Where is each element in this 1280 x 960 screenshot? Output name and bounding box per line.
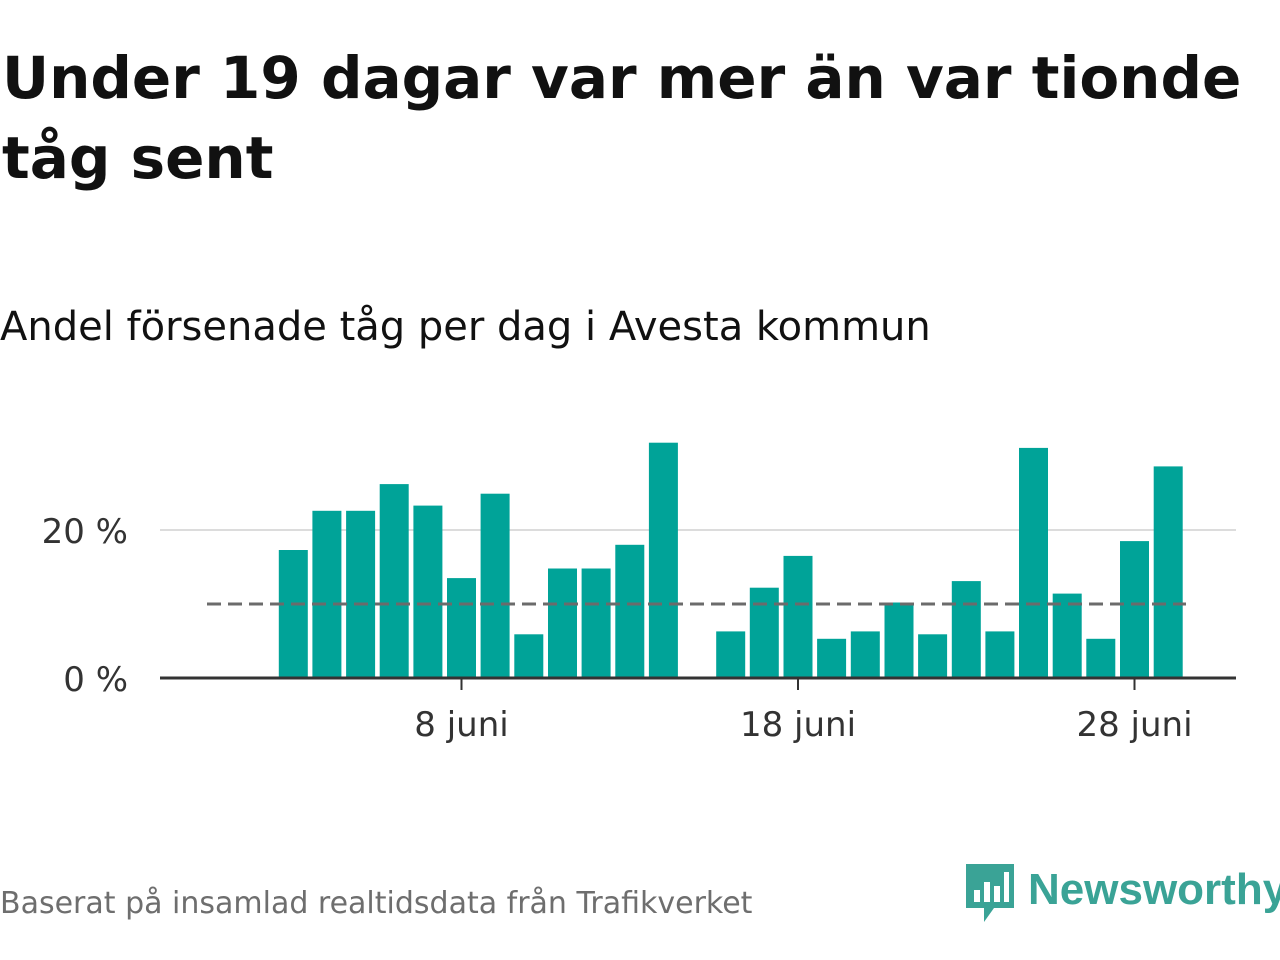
bar bbox=[951, 581, 981, 678]
brand-name: Newsworthy bbox=[1028, 865, 1280, 914]
bar bbox=[413, 505, 443, 678]
bar bbox=[379, 484, 409, 678]
bar bbox=[1153, 466, 1183, 678]
chart-title: Under 19 dagar var mer än var tionde tåg… bbox=[2, 44, 1242, 192]
source-note: Baserat på insamlad realtidsdata från Tr… bbox=[0, 886, 753, 921]
bar bbox=[918, 634, 948, 678]
bar bbox=[985, 631, 1015, 678]
bar bbox=[1120, 541, 1149, 678]
bar bbox=[447, 578, 476, 678]
x-tick-label: 18 juni bbox=[740, 705, 856, 745]
bar bbox=[749, 587, 779, 678]
bar bbox=[817, 638, 847, 678]
bar bbox=[1019, 447, 1048, 678]
bar bbox=[346, 510, 376, 678]
bar bbox=[1052, 593, 1082, 678]
bars bbox=[278, 442, 1183, 678]
bar-chart: 0 % 20 % 8 juni 18 juni 28 juni bbox=[42, 442, 1236, 745]
bar bbox=[716, 631, 746, 678]
axes: 0 % 20 % 8 juni 18 juni 28 juni bbox=[42, 512, 1236, 745]
bar bbox=[514, 634, 544, 678]
bar bbox=[278, 550, 308, 678]
y-tick-label: 20 % bbox=[42, 512, 128, 552]
x-tick-label: 8 juni bbox=[414, 705, 508, 745]
bar bbox=[312, 510, 342, 678]
bar bbox=[581, 568, 611, 678]
bar bbox=[850, 631, 880, 678]
bar bbox=[480, 493, 510, 678]
newsworthy-logo-icon bbox=[966, 864, 1014, 922]
bar bbox=[648, 442, 678, 678]
bar bbox=[1086, 638, 1116, 678]
bar bbox=[783, 555, 813, 678]
y-tick-label: 0 % bbox=[63, 660, 128, 700]
bar bbox=[884, 602, 914, 678]
chart-subtitle: Andel försenade tåg per dag i Avesta kom… bbox=[0, 304, 931, 350]
bar bbox=[548, 568, 577, 678]
brand[interactable]: Newsworthy bbox=[964, 862, 1280, 926]
x-tick-label: 28 juni bbox=[1076, 705, 1192, 745]
bar bbox=[615, 544, 645, 678]
